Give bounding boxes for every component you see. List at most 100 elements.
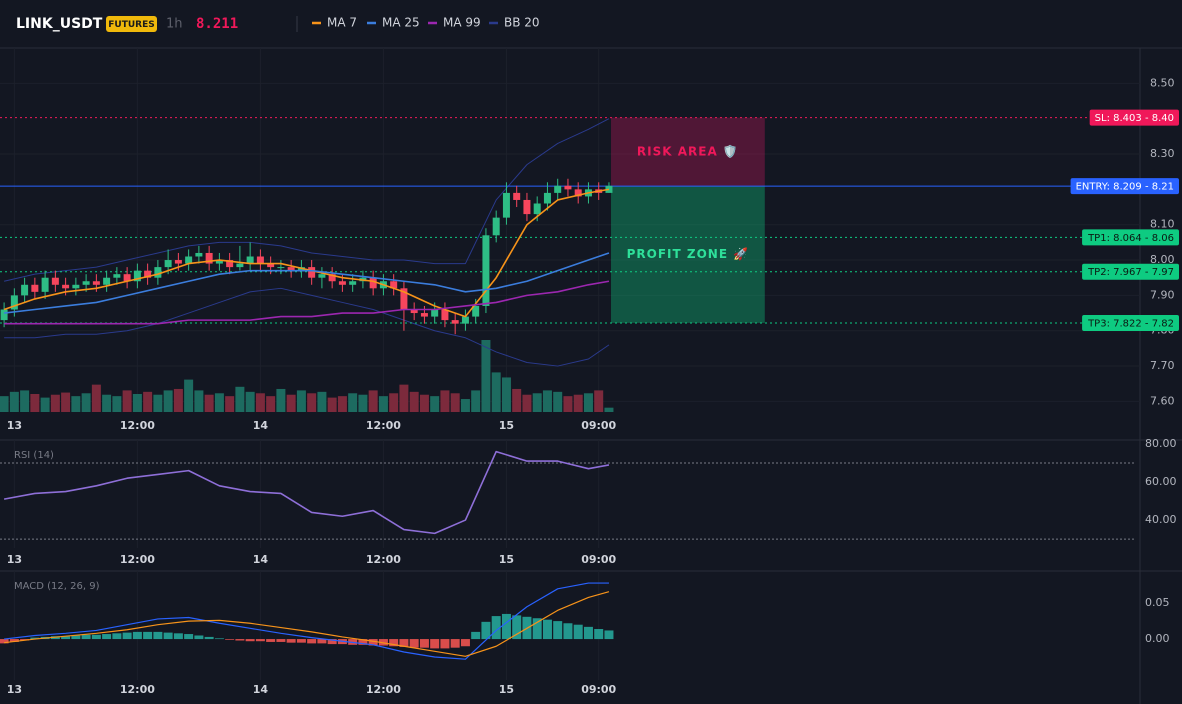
volume-bar <box>163 390 173 412</box>
volume-bar <box>532 393 542 412</box>
macd-histogram-bar <box>194 635 204 640</box>
zone <box>611 186 765 323</box>
volume-bar <box>358 394 368 412</box>
y-tick-label: 80.00 <box>1145 437 1177 450</box>
level-label-bg <box>1082 314 1179 331</box>
volume-bar <box>522 394 532 412</box>
macd-histogram-bar <box>163 632 173 640</box>
macd-histogram-bar <box>491 616 501 640</box>
volume-bar <box>440 390 450 412</box>
candle-body <box>256 256 264 264</box>
legend-label: MA 25 <box>382 16 420 30</box>
candle-body <box>328 274 336 282</box>
candle-body <box>277 267 285 269</box>
macd-histogram-bar <box>235 639 245 641</box>
pane-label: RSI (14) <box>14 450 54 461</box>
interval: 1h <box>166 17 183 32</box>
legend-label: MA 99 <box>443 16 481 30</box>
y-tick-label: 8.00 <box>1150 253 1175 266</box>
badge-bg <box>106 16 157 32</box>
candle-body <box>533 203 541 215</box>
candle-body <box>246 256 254 264</box>
legend-label: BB 20 <box>504 16 540 30</box>
macd-histogram-bar <box>122 632 132 640</box>
x-tick-label: 15 <box>499 553 514 566</box>
macd-histogram-bar <box>255 639 265 642</box>
candle-body <box>226 260 234 268</box>
last-price: 8.211 <box>196 16 238 32</box>
macd-histogram-bar <box>266 639 276 642</box>
volume-bar <box>245 391 255 412</box>
volume-bar <box>491 372 501 412</box>
macd-histogram-bar <box>358 639 368 645</box>
level-label: SL: 8.403 - 8.40 <box>1095 113 1174 124</box>
x-tick-label: 15 <box>499 683 514 696</box>
macd-histogram-bar <box>317 639 327 644</box>
volume-bar <box>409 391 419 412</box>
macd-histogram-bar <box>501 613 511 640</box>
candle-body <box>267 263 275 268</box>
candle-body <box>154 267 162 278</box>
macd-histogram-bar <box>61 636 71 640</box>
zone <box>611 117 765 187</box>
candle-body <box>451 320 459 324</box>
macd-histogram-bar <box>563 623 573 640</box>
y-tick-label: 8.30 <box>1150 147 1175 160</box>
volume-bar <box>173 388 183 412</box>
x-tick-label: 12:00 <box>366 419 401 432</box>
macd-histogram-bar <box>30 637 40 640</box>
y-tick-label: 7.60 <box>1150 394 1175 407</box>
volume-bar <box>368 390 378 412</box>
volume-bar <box>235 386 245 412</box>
volume-bar <box>143 391 153 412</box>
candle-body <box>236 263 244 268</box>
x-tick-label: 13 <box>7 419 22 432</box>
x-tick-label: 09:00 <box>581 683 616 696</box>
macd-histogram-bar <box>71 635 81 640</box>
x-tick-label: 12:00 <box>366 683 401 696</box>
volume-bar <box>50 394 60 412</box>
candle-body <box>51 277 59 285</box>
y-tick-label: 60.00 <box>1145 475 1177 488</box>
volume-bar <box>419 394 429 412</box>
macd-line <box>4 582 609 660</box>
x-tick-label: 12:00 <box>120 419 155 432</box>
macd-histogram-bar <box>542 619 552 640</box>
volume-bar <box>327 397 337 412</box>
macd-histogram-bar <box>112 633 122 640</box>
macd-histogram-bar <box>532 618 542 640</box>
macd-histogram-bar <box>481 621 491 640</box>
macd-histogram-bar <box>409 639 419 648</box>
macd-histogram-bar <box>91 634 101 640</box>
candle-body <box>349 281 357 285</box>
y-tick-label: 8.50 <box>1150 76 1175 89</box>
candle-body <box>410 309 418 314</box>
candle-body <box>195 252 203 257</box>
zone-label: PROFIT ZONE 🚀 <box>627 247 750 261</box>
candle-body <box>0 309 8 321</box>
y-tick-label: 40.00 <box>1145 513 1177 526</box>
y-tick-label: 7.90 <box>1150 288 1175 301</box>
macd-histogram-bar <box>450 639 460 648</box>
volume-bar <box>501 377 511 412</box>
macd-histogram-bar <box>143 631 153 640</box>
candle-body <box>113 274 121 278</box>
volume-bar <box>30 394 40 412</box>
volume-bar <box>132 394 142 412</box>
zone-label: RISK AREA 🛡️ <box>637 144 739 158</box>
macd-histogram-bar <box>430 639 440 649</box>
candle-body <box>21 284 29 296</box>
candle-body <box>492 217 500 236</box>
macd-histogram-bar <box>553 621 563 640</box>
candle-body <box>318 274 326 278</box>
macd-histogram-bar <box>512 615 522 640</box>
candle-body <box>62 284 70 289</box>
bb-upper <box>3 118 610 282</box>
macd-histogram-bar <box>276 639 286 642</box>
moving-average <box>4 280 610 325</box>
macd-histogram-bar <box>471 631 481 640</box>
macd-histogram-bar <box>0 639 9 644</box>
macd-histogram-bar <box>184 634 194 640</box>
volume-bar <box>604 407 614 412</box>
